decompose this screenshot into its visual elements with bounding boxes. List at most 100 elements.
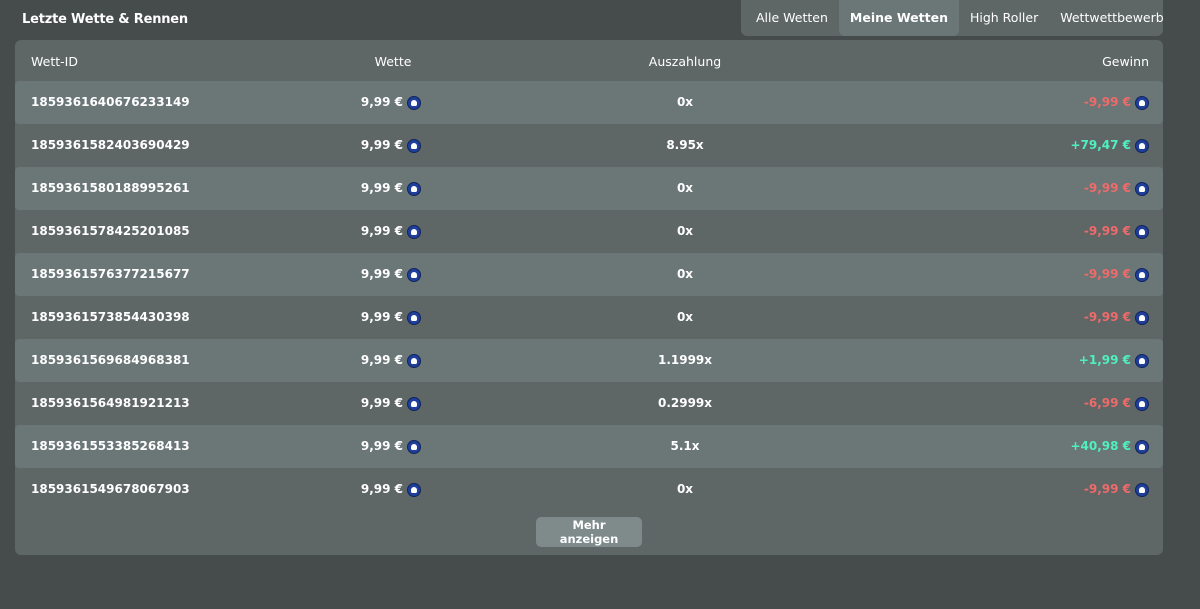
win-amount-cell: +40,98 €: [1070, 425, 1149, 468]
bet-amount-cell: 9,99 €: [315, 210, 421, 253]
win-amount: -9,99 €: [1083, 95, 1131, 109]
payout-multiplier: 0x: [676, 267, 694, 281]
coin-icon: [407, 310, 421, 325]
bet-amount: 9,99 €: [360, 396, 403, 410]
win-amount: +40,98 €: [1070, 439, 1131, 453]
bet-amount: 9,99 €: [360, 353, 403, 367]
win-amount-cell: -9,99 €: [1084, 296, 1149, 339]
coin-icon: [1135, 439, 1149, 454]
win-amount: -9,99 €: [1083, 181, 1131, 195]
table-row[interactable]: 1859361553385268413 9,99 € 5.1x +40,98 €: [15, 425, 1163, 468]
table-header: Wett-ID Wette Auszahlung Gewinn: [15, 40, 1163, 83]
table-row[interactable]: 1859361640676233149 9,99 € 0x -9,99 €: [15, 81, 1163, 124]
win-amount-cell: -9,99 €: [1084, 167, 1149, 210]
bet-id: 1859361569684968381: [31, 353, 190, 367]
bet-id: 1859361582403690429: [31, 138, 190, 152]
payout-multiplier: 1.1999x: [657, 353, 713, 367]
coin-icon: [407, 439, 421, 454]
win-amount-cell: -9,99 €: [1084, 253, 1149, 296]
bet-amount-cell: 9,99 €: [315, 468, 421, 511]
bet-amount-cell: 9,99 €: [315, 253, 421, 296]
table-row[interactable]: 1859361569684968381 9,99 € 1.1999x +1,99 €: [15, 339, 1163, 382]
payout-multiplier: 5.1x: [670, 439, 700, 453]
header-bet: Wette: [374, 54, 412, 69]
coin-icon: [407, 95, 421, 110]
win-amount-cell: -6,99 €: [1084, 382, 1149, 425]
show-more-button[interactable]: Mehr anzeigen: [536, 517, 642, 547]
table-row[interactable]: 1859361549678067903 9,99 € 0x -9,99 €: [15, 468, 1163, 511]
bet-amount: 9,99 €: [360, 439, 403, 453]
bet-id: 1859361580188995261: [31, 181, 190, 195]
coin-icon: [1135, 95, 1149, 110]
bet-amount-cell: 9,99 €: [315, 167, 421, 210]
coin-icon: [1135, 396, 1149, 411]
table-row[interactable]: 1859361576377215677 9,99 € 0x -9,99 €: [15, 253, 1163, 296]
coin-icon: [1135, 267, 1149, 282]
bet-id: 1859361549678067903: [31, 482, 190, 496]
bet-amount-cell: 9,99 €: [315, 81, 421, 124]
payout-multiplier: 0x: [676, 95, 694, 109]
header-win: Gewinn: [1102, 54, 1149, 69]
coin-icon: [407, 482, 421, 497]
bet-amount-cell: 9,99 €: [315, 296, 421, 339]
bet-amount: 9,99 €: [360, 310, 403, 324]
payout-multiplier: 0.2999x: [657, 396, 713, 410]
coin-icon: [1135, 181, 1149, 196]
coin-icon: [407, 138, 421, 153]
win-amount-cell: -9,99 €: [1084, 210, 1149, 253]
bet-amount: 9,99 €: [360, 138, 403, 152]
win-amount: +79,47 €: [1070, 138, 1131, 152]
bet-amount: 9,99 €: [360, 181, 403, 195]
tab-meine-wetten[interactable]: Meine Wetten: [838, 0, 959, 36]
win-amount: -9,99 €: [1083, 310, 1131, 324]
header-bet-id: Wett-ID: [31, 54, 78, 69]
win-amount: -9,99 €: [1083, 482, 1131, 496]
tab-wettwettbewerb[interactable]: Wettwettbewerb: [1060, 10, 1164, 25]
tab-alle-wetten[interactable]: Alle Wetten: [756, 10, 828, 25]
bet-id: 1859361564981921213: [31, 396, 190, 410]
table-row[interactable]: 1859361564981921213 9,99 € 0.2999x -6,99 €: [15, 382, 1163, 425]
win-amount: -9,99 €: [1083, 267, 1131, 281]
win-amount: -6,99 €: [1083, 396, 1131, 410]
table-row[interactable]: 1859361582403690429 9,99 € 8.95x +79,47 €: [15, 124, 1163, 167]
win-amount: +1,99 €: [1078, 353, 1131, 367]
table-row[interactable]: 1859361580188995261 9,99 € 0x -9,99 €: [15, 167, 1163, 210]
bet-id: 1859361553385268413: [31, 439, 190, 453]
win-amount-cell: -9,99 €: [1084, 468, 1149, 511]
bet-id: 1859361573854430398: [31, 310, 190, 324]
bet-amount: 9,99 €: [360, 95, 403, 109]
coin-icon: [407, 181, 421, 196]
coin-icon: [1135, 482, 1149, 497]
win-amount-cell: -9,99 €: [1084, 81, 1149, 124]
bet-filter-tabs: Alle Wetten Meine Wetten High Roller Wettwe…: [741, 0, 1164, 36]
coin-icon: [1135, 224, 1149, 239]
bets-table: Wett-ID Wette Auszahlung Gewinn Mehr anz…: [15, 40, 1163, 555]
header-payout: Auszahlung: [648, 54, 722, 69]
coin-icon: [1135, 310, 1149, 325]
coin-icon: [407, 396, 421, 411]
section-title: Letzte Wette & Rennen: [22, 12, 188, 27]
payout-multiplier: 8.95x: [666, 138, 704, 152]
bet-amount-cell: 9,99 €: [315, 382, 421, 425]
bet-amount-cell: 9,99 €: [315, 339, 421, 382]
bet-amount-cell: 9,99 €: [315, 425, 421, 468]
bet-amount: 9,99 €: [360, 482, 403, 496]
payout-multiplier: 0x: [676, 482, 694, 496]
payout-multiplier: 0x: [676, 181, 694, 195]
win-amount-cell: +1,99 €: [1079, 339, 1149, 382]
coin-icon: [407, 267, 421, 282]
tab-high-roller[interactable]: High Roller: [969, 10, 1039, 25]
bet-id: 1859361578425201085: [31, 224, 190, 238]
coin-icon: [1135, 138, 1149, 153]
bet-amount-cell: 9,99 €: [315, 124, 421, 167]
win-amount-cell: +79,47 €: [1070, 124, 1149, 167]
coin-icon: [407, 353, 421, 368]
payout-multiplier: 0x: [676, 224, 694, 238]
table-row[interactable]: 1859361573854430398 9,99 € 0x -9,99 €: [15, 296, 1163, 339]
coin-icon: [1135, 353, 1149, 368]
bet-amount: 9,99 €: [360, 267, 403, 281]
table-row[interactable]: 1859361578425201085 9,99 € 0x -9,99 €: [15, 210, 1163, 253]
bet-id: 1859361640676233149: [31, 95, 190, 109]
coin-icon: [407, 224, 421, 239]
bet-id: 1859361576377215677: [31, 267, 190, 281]
